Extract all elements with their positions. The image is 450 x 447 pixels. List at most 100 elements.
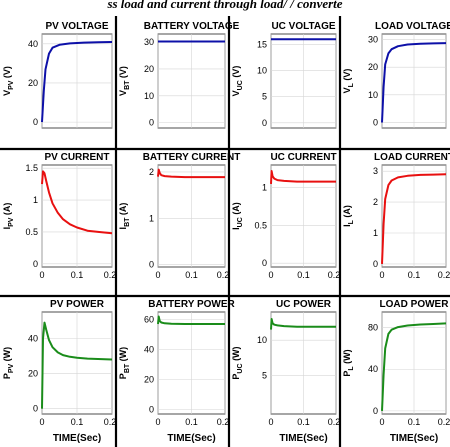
y-tick-label: 5	[262, 92, 267, 102]
y-axis-label-unit: (V)	[231, 66, 241, 81]
x-tick-label: 0	[379, 417, 384, 427]
panel-pv-current: PV CURRENT 0 0.1 0.2 0 0.5 1 1.5 IPV (A)	[2, 152, 116, 280]
y-tick-label: 30	[368, 35, 378, 45]
y-axis-label-subscript: UC	[237, 80, 244, 90]
y-tick-label: 0	[149, 260, 154, 270]
y-tick-label: 3	[373, 166, 378, 176]
y-axis-label-main: P	[342, 371, 352, 377]
y-tick-label: 1.5	[25, 163, 38, 173]
chart-title: LOAD CURRENT	[374, 152, 450, 163]
panel-load-power: LOAD POWER 0 0.1 0.2 0 40 80 PL (W) TIME(Sec)	[342, 299, 450, 444]
y-axis-label-main: P	[231, 374, 241, 380]
y-tick-label: 20	[28, 78, 38, 88]
y-axis-label-unit: (V)	[2, 66, 12, 81]
chart-title: UC POWER	[276, 299, 332, 310]
y-tick-label: 0	[373, 406, 378, 416]
y-axis-label-subscript: L	[348, 366, 355, 371]
panel-pv-voltage: PV VOLTAGE 0 20 40 VPV (V)	[2, 21, 113, 129]
panel-uc-current: UC CURRENT 0 0.1 0.2 0 0.5 1 IUC (A)	[231, 152, 340, 280]
y-axis-label: IPV (A)	[2, 203, 15, 230]
x-axis-label: TIME(Sec)	[279, 433, 327, 444]
y-tick-label: 5	[262, 370, 267, 380]
panel-uc-voltage: UC VOLTAGE 0 5 10 15 VUC (V)	[231, 21, 337, 129]
chart-title: UC CURRENT	[270, 152, 336, 163]
y-axis-label-subscript: PV	[8, 363, 15, 373]
y-axis-label-main: I	[342, 224, 352, 227]
y-axis-label: PPV (W)	[2, 347, 15, 379]
chart-title: LOAD VOLTAGE	[375, 21, 450, 32]
y-tick-label: 10	[257, 335, 267, 345]
y-axis-label: PUC (W)	[231, 346, 244, 379]
y-axis-label-subscript: PV	[8, 80, 15, 90]
panel-load-voltage: LOAD VOLTAGE 0 10 20 30 VL (V)	[342, 21, 450, 129]
x-tick-label: 0.2	[104, 270, 117, 280]
y-axis-label-unit: (A)	[2, 203, 12, 218]
y-axis-label-subscript: UC	[237, 217, 244, 227]
x-tick-label: 0.1	[71, 417, 84, 427]
y-axis-label-main: V	[2, 90, 12, 96]
y-tick-label: 15	[257, 39, 267, 49]
y-axis-label-unit: (A)	[342, 205, 352, 220]
y-axis-label-subscript: BT	[124, 363, 131, 373]
y-axis-label-unit: (W)	[342, 349, 352, 366]
y-axis-label-unit: (W)	[231, 346, 241, 363]
x-tick-label: 0.2	[217, 417, 230, 427]
y-axis-label-main: I	[118, 227, 128, 230]
panel-separators	[0, 16, 450, 447]
y-axis-label-main: I	[2, 227, 12, 230]
y-tick-label: 0	[33, 117, 38, 127]
x-axis-label: TIME(Sec)	[167, 433, 215, 444]
panel-battery-power: BATTERY POWER 0 0.1 0.2 0 20 40 60 PBT (W) TIME(S…	[118, 299, 236, 444]
y-axis-label: VBT (V)	[118, 66, 131, 96]
chart-title: UC VOLTAGE	[271, 21, 335, 32]
y-tick-label: 40	[28, 333, 38, 343]
y-tick-label: 0	[373, 117, 378, 127]
y-tick-label: 40	[28, 39, 38, 49]
x-tick-label: 0.2	[328, 270, 341, 280]
chart-title: LOAD POWER	[380, 299, 450, 310]
chart-title: BATTERY VOLTAGE	[144, 21, 240, 32]
y-tick-label: 0	[149, 405, 154, 415]
x-tick-label: 0	[379, 270, 384, 280]
chart-title: BATTERY CURRENT	[143, 152, 241, 163]
y-tick-label: 40	[368, 364, 378, 374]
y-axis-label-subscript: L	[348, 82, 355, 87]
y-tick-label: 60	[144, 315, 154, 325]
y-axis-label-main: V	[118, 90, 128, 96]
series-line	[381, 173, 447, 264]
x-tick-label: 0.1	[185, 270, 198, 280]
y-tick-label: 0	[33, 259, 38, 269]
y-axis-label: IBT (A)	[118, 203, 131, 230]
x-tick-label: 0.1	[297, 270, 310, 280]
x-tick-label: 0	[155, 417, 160, 427]
series-line	[381, 42, 447, 123]
y-axis-label: VUC (V)	[231, 66, 244, 97]
y-tick-label: 10	[368, 90, 378, 100]
y-axis-label-unit: (W)	[118, 347, 128, 364]
panel-uc-power: UC POWER 0 0.1 0.2 5 10 PUC (W) TIME(Sec)	[231, 299, 340, 444]
y-axis-label-subscript: L	[348, 219, 355, 224]
y-tick-label: 80	[368, 323, 378, 333]
chart-title: PV CURRENT	[44, 152, 109, 163]
y-tick-label: 0.5	[254, 220, 267, 230]
y-axis-label-unit: (A)	[231, 202, 241, 217]
y-tick-label: 1	[33, 195, 38, 205]
y-axis-label-unit: (V)	[342, 69, 352, 84]
x-tick-label: 0	[155, 270, 160, 280]
x-tick-label: 0.1	[297, 417, 310, 427]
x-tick-label: 0.1	[71, 270, 84, 280]
y-axis-label-unit: (V)	[118, 66, 128, 81]
chart-title: PV POWER	[50, 299, 105, 310]
y-axis-label-main: I	[231, 227, 241, 230]
y-tick-label: 1	[373, 228, 378, 238]
x-tick-label: 0.2	[328, 417, 341, 427]
y-axis-label-subscript: UC	[237, 363, 244, 373]
y-tick-label: 0	[262, 258, 267, 268]
y-axis-label-subscript: BT	[124, 217, 131, 227]
series-line	[270, 318, 336, 330]
y-tick-label: 0.5	[25, 227, 38, 237]
y-tick-label: 10	[257, 66, 267, 76]
y-tick-label: 0	[262, 118, 267, 128]
